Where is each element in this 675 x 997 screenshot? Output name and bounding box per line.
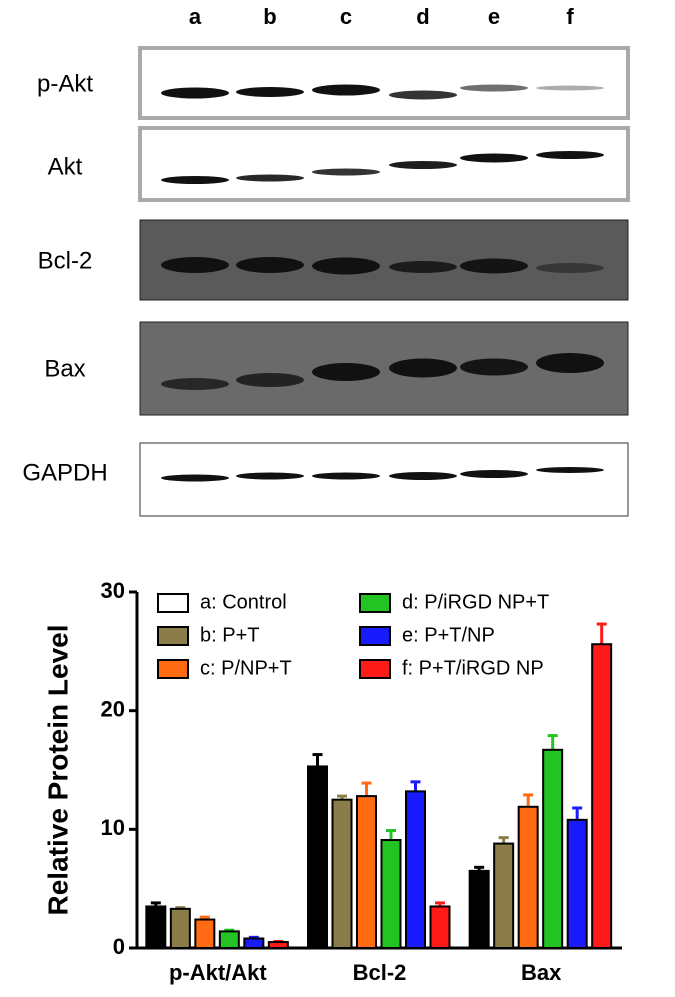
band [161,378,229,390]
legend-label: a: Control [200,591,287,613]
band [460,258,528,274]
bar [331,798,353,950]
band [312,363,380,381]
bar [542,748,564,949]
bar [517,805,539,950]
legend-label: e: P+T/NP [402,624,495,646]
band [236,472,304,480]
bar [566,818,588,950]
lane-label: b [263,4,276,29]
band [389,472,457,480]
band [389,90,457,100]
y-tick-label: 30 [101,578,125,603]
legend-swatch [359,626,391,646]
band [536,85,604,91]
band [236,257,304,273]
bar [218,930,240,949]
bar [405,790,426,949]
band [389,261,457,273]
bar [356,795,377,950]
lane-label: d [416,4,429,29]
bar [307,765,328,949]
band [460,358,528,376]
legend-swatch [359,659,391,679]
row-label: Bcl-2 [38,247,93,274]
y-axis-title: Relative Protein Level [42,624,73,915]
legend-swatch [359,593,391,613]
row-label: Bax [44,355,85,382]
lane-label: f [566,4,574,29]
x-tick-label: Bax [521,960,562,985]
legend-label: d: P/iRGD NP+T [402,591,549,613]
band [161,176,229,184]
band [460,470,528,478]
bar [145,905,167,950]
bar [194,918,216,950]
lane-label: a [189,4,202,29]
blot-panel [138,126,630,202]
band [536,353,604,373]
bar [591,643,613,949]
band [161,474,229,482]
y-tick-label: 20 [101,696,125,721]
x-tick-label: p-Akt/Akt [169,960,267,985]
band [312,84,380,96]
legend-label: c: P/NP+T [200,657,292,679]
bar [243,937,265,949]
bar [493,842,515,949]
bar [267,941,289,949]
band [161,87,229,99]
legend-swatch [157,626,189,646]
band [536,263,604,273]
blot-panel [138,46,630,120]
legend-label: f: P+T/iRGD NP [402,657,544,679]
band [312,168,380,176]
lane-label: c [340,4,352,29]
band [389,161,457,169]
band [389,358,457,378]
band [236,373,304,387]
bar [169,907,191,950]
lane-label: e [488,4,500,29]
legend-label: b: P+T [200,624,259,646]
band [236,174,304,182]
bar [429,905,451,950]
y-tick-label: 0 [113,934,125,959]
band [312,257,380,275]
band [460,153,528,163]
band [312,472,380,480]
band [236,87,304,97]
legend-swatch [157,593,189,613]
row-label: Akt [48,153,83,180]
legend-swatch [157,659,189,679]
row-label: p-Akt [37,70,93,97]
band [536,151,604,159]
bar [380,839,402,949]
bar [468,869,490,949]
y-tick-label: 10 [101,815,125,840]
band [536,467,604,473]
x-tick-label: Bcl-2 [353,960,407,985]
band [460,84,528,92]
row-label: GAPDH [22,459,107,486]
band [161,257,229,273]
